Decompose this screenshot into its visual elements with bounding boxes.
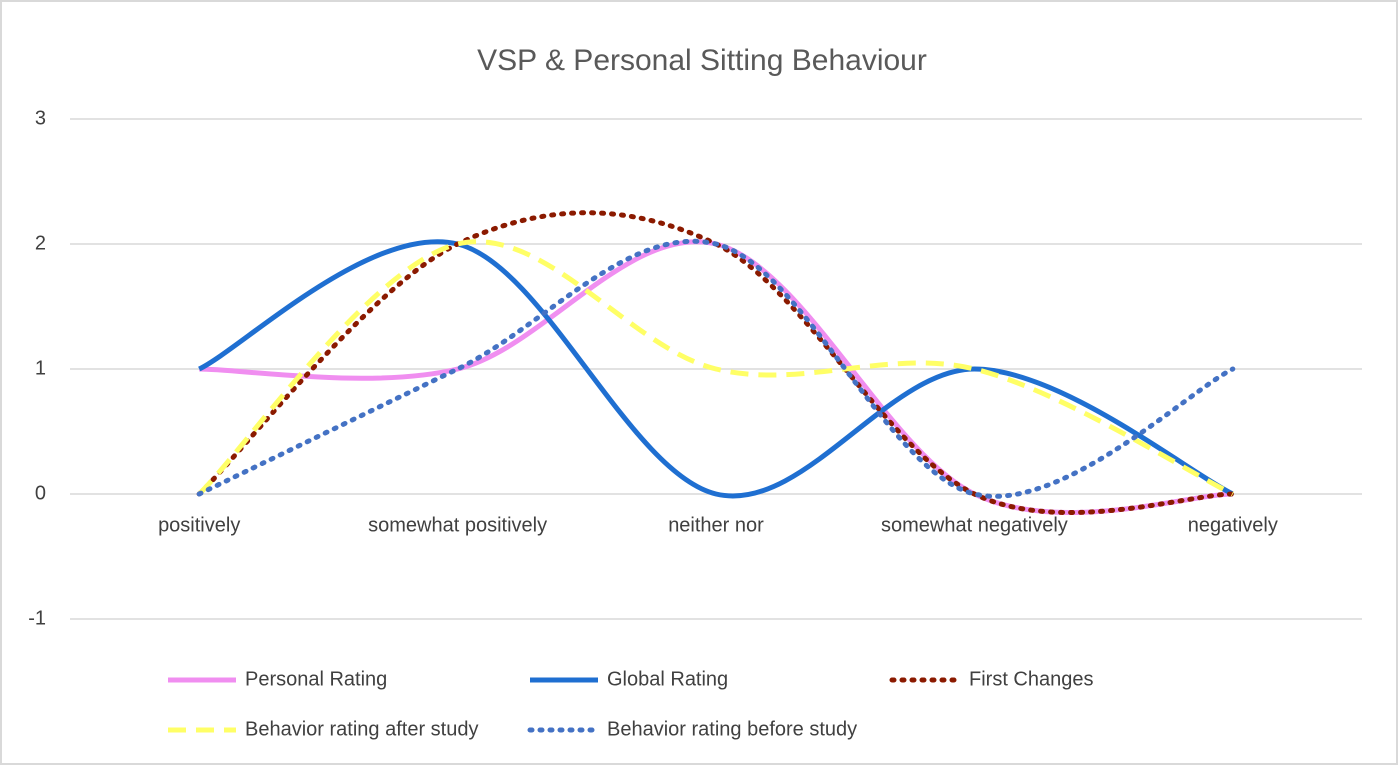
series-line	[196, 238, 1236, 499]
x-tick-label: somewhat positively	[368, 514, 547, 536]
legend-label: Global Rating	[607, 668, 728, 690]
x-tick-label: positively	[158, 514, 240, 536]
legend-label: First Changes	[969, 668, 1094, 690]
y-tick-label: 3	[35, 107, 46, 129]
series-line	[198, 239, 1234, 499]
x-tick-label: somewhat negatively	[881, 514, 1068, 536]
y-tick-label: -1	[28, 607, 46, 629]
chart-title: VSP & Personal Sitting Behaviour	[477, 44, 927, 77]
x-tick-label: neither nor	[668, 514, 764, 536]
legend-label: Behavior rating before study	[607, 718, 857, 740]
series-line	[197, 239, 1234, 497]
y-tick-label: 1	[35, 357, 46, 379]
legend-label: Personal Rating	[245, 668, 387, 690]
legend-label: Behavior rating after study	[245, 718, 478, 740]
y-tick-label: 0	[35, 482, 46, 504]
y-tick-label: 2	[35, 232, 46, 254]
x-tick-label: negatively	[1188, 514, 1278, 536]
